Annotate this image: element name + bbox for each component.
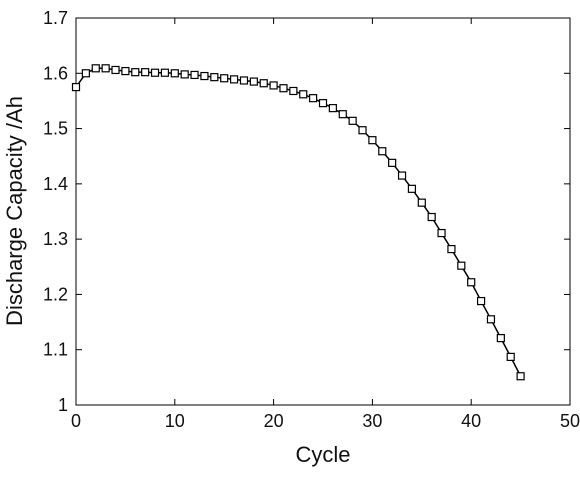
data-point (486, 315, 496, 324)
x-tick-label: 10 (165, 411, 185, 431)
data-point (210, 73, 219, 82)
x-tick-label: 20 (264, 411, 284, 431)
data-point (447, 244, 456, 254)
x-tick-label: 50 (560, 411, 580, 431)
data-point (170, 69, 179, 78)
data-point (397, 171, 407, 180)
data-point (457, 261, 466, 270)
x-tick-label: 30 (362, 411, 382, 431)
data-point (180, 70, 189, 79)
data-point (279, 84, 288, 93)
data-point (516, 372, 525, 381)
data-point (299, 90, 308, 99)
data-point (141, 68, 150, 77)
plot-area (75, 17, 571, 406)
data-point (407, 184, 417, 193)
data-point (269, 81, 278, 90)
y-tick-label: 1.3 (43, 229, 68, 249)
data-point (437, 228, 446, 238)
data-point (289, 86, 298, 96)
data-point (259, 79, 268, 88)
y-tick-label: 1.5 (43, 119, 68, 139)
y-tick-label: 1 (58, 395, 68, 415)
data-point (249, 77, 258, 86)
series-line (75, 67, 522, 377)
data-point (71, 83, 81, 92)
data-point (496, 334, 505, 343)
data-point (348, 116, 357, 125)
data-point (318, 99, 328, 108)
data-point (467, 278, 476, 287)
data-point (101, 64, 110, 73)
data-point (378, 147, 387, 156)
y-axis-label: Discharge Capacity /Ah (2, 96, 27, 326)
x-tick-label: 0 (71, 411, 81, 431)
y-tick-label: 1.6 (43, 63, 68, 83)
data-point (131, 68, 140, 77)
axis-ticks (75, 17, 571, 406)
data-point (328, 104, 337, 113)
data-point (200, 71, 209, 81)
y-tick-label: 1.2 (43, 284, 68, 304)
data-point (358, 126, 367, 135)
data-point (506, 352, 515, 362)
x-axis-label: Cycle (295, 442, 350, 467)
y-tick-label: 1.1 (43, 340, 68, 360)
tick-labels: 0 10 20 30 40 50 1 1.1 1.2 1.3 1.4 1.5 1.6 1.7 (43, 8, 580, 431)
data-point (111, 65, 120, 75)
data-point (309, 94, 318, 103)
data-point (239, 76, 249, 85)
data-point (388, 158, 397, 167)
y-tick-label: 1.4 (43, 174, 68, 194)
data-point (338, 110, 347, 119)
data-point (476, 296, 486, 306)
x-tick-label: 40 (461, 411, 481, 431)
data-point (160, 68, 170, 77)
data-point (190, 70, 199, 80)
data-point (229, 75, 239, 84)
data-point (81, 69, 90, 78)
data-point (427, 212, 436, 222)
data-point (150, 68, 160, 77)
data-point (220, 74, 229, 83)
data-point (121, 66, 130, 76)
data-point (368, 136, 377, 145)
y-tick-label: 1.7 (43, 8, 68, 28)
data-point (417, 198, 426, 207)
data-point (91, 64, 100, 73)
series-markers (71, 64, 525, 381)
